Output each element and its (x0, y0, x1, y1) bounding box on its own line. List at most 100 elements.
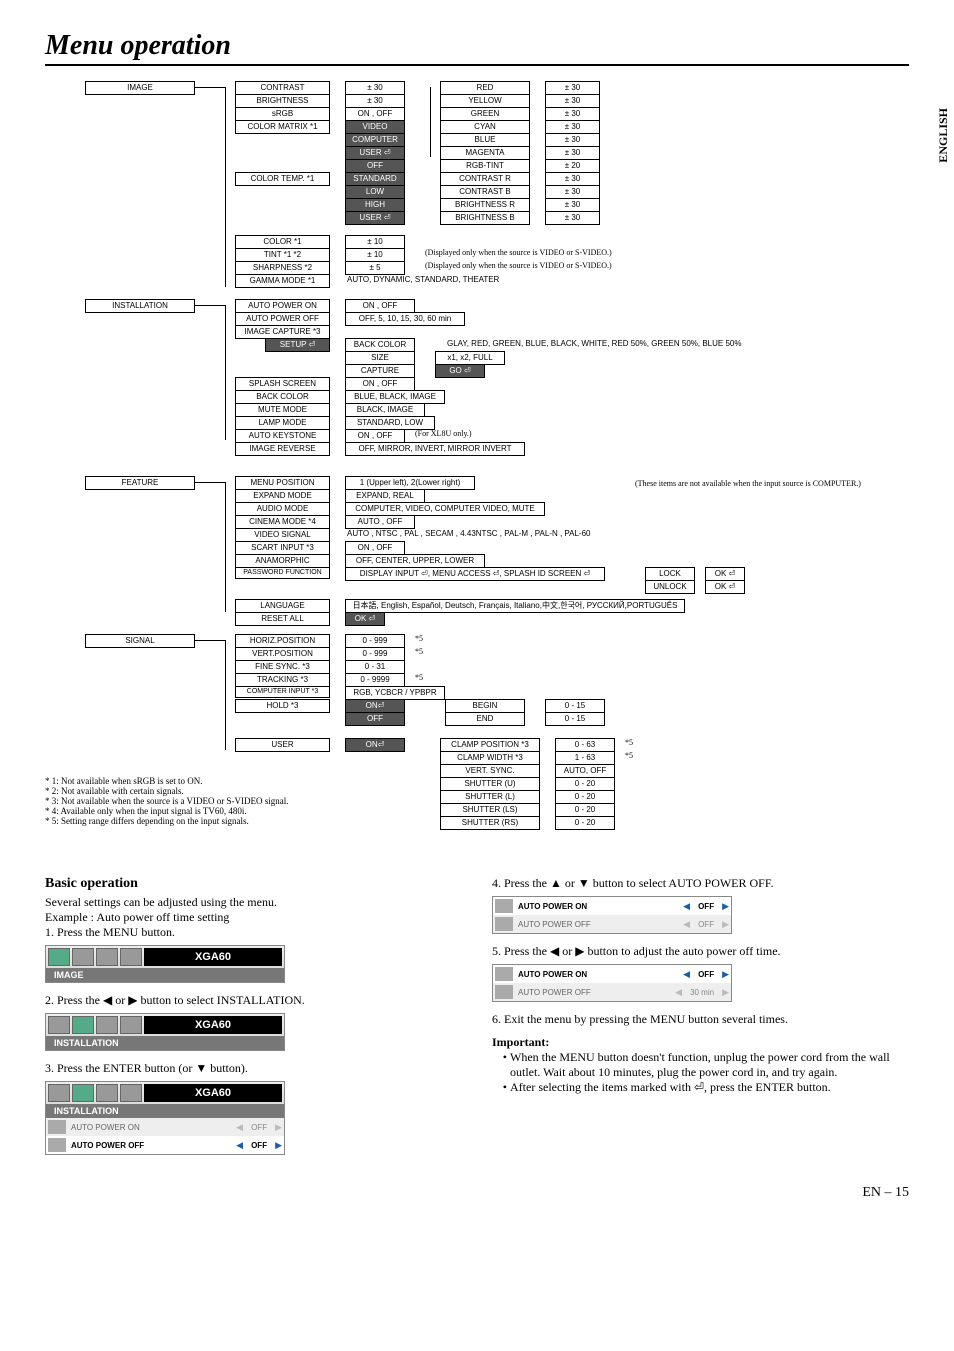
tree-item: BEGIN (445, 699, 525, 713)
tree-item: BACK COLOR (235, 390, 330, 404)
page-number: EN – 15 (45, 1185, 909, 1201)
tree-val: x1, x2, FULL (435, 351, 505, 365)
tree-val: ± 30 (545, 198, 600, 212)
tree-val: ± 30 (545, 211, 600, 225)
tree-item: AUTO POWER ON (235, 299, 330, 313)
tree-item: BLUE (440, 133, 530, 147)
tree-item: SETUP ⏎ (265, 338, 330, 352)
tree-item: USER (235, 738, 330, 752)
tree-val: ± 20 (545, 159, 600, 173)
menu-screenshot-5: AUTO POWER ON◀OFF▶ AUTO POWER OFF◀30 min… (492, 964, 732, 1002)
step2: 2. Press the ◀ or ▶ button to select INS… (45, 993, 462, 1008)
tree-val: LOW (345, 185, 405, 199)
tree-item: CLAMP POSITION *3 (440, 738, 540, 752)
star5: *5 (625, 751, 633, 760)
tree-val: OK ⏎ (345, 612, 385, 626)
tree-item: BACK COLOR (345, 338, 415, 352)
root-signal: SIGNAL (85, 634, 195, 648)
tree-item: HORIZ.POSITION (235, 634, 330, 648)
tree-val: OK ⏎ (705, 580, 745, 594)
tree-val: ± 30 (545, 81, 600, 95)
tree-val: 0 - 20 (555, 790, 615, 804)
language-tab: ENGLISH (933, 100, 954, 171)
tree-val: 1 - 63 (555, 751, 615, 765)
footnote: * 1: Not available when sRGB is set to O… (45, 776, 405, 786)
tree-item: IMAGE REVERSE (235, 442, 330, 456)
tree-val: OFF (345, 159, 405, 173)
star5: *5 (415, 673, 423, 682)
tree-item: VERT.POSITION (235, 647, 330, 661)
tree-item: LANGUAGE (235, 599, 330, 613)
tree-val: 0 - 999 (345, 647, 405, 661)
tree-val: ± 30 (345, 94, 405, 108)
tree-item: VIDEO SIGNAL (235, 528, 330, 542)
tree-val: RGB, YCBCR / YPBPR (345, 686, 445, 700)
tree-item: CLAMP WIDTH *3 (440, 751, 540, 765)
tree-val: GLAY, RED, GREEN, BLUE, BLACK, WHITE, RE… (445, 338, 743, 349)
star5: *5 (625, 738, 633, 747)
tree-val: COMPUTER, VIDEO, COMPUTER VIDEO, MUTE (345, 502, 545, 516)
tree-item: GAMMA MODE *1 (235, 274, 330, 288)
tree-val: 1 (Upper left), 2(Lower right) (345, 476, 475, 490)
tree-val: ± 30 (345, 81, 405, 95)
step4: 4. Press the ▲ or ▼ button to select AUT… (492, 876, 909, 891)
tree-val: ± 30 (545, 146, 600, 160)
step6: 6. Exit the menu by pressing the MENU bu… (492, 1012, 909, 1027)
tree-item: SPLASH SCREEN (235, 377, 330, 391)
tree-item: IMAGE CAPTURE *3 (235, 325, 330, 339)
tree-val: ON , OFF (345, 377, 415, 391)
tree-item: CONTRAST (235, 81, 330, 95)
tree-item: COLOR MATRIX *1 (235, 120, 330, 134)
tree-val: STANDARD (345, 172, 405, 186)
tree-val: BLACK, IMAGE (345, 403, 425, 417)
menu-tab: INSTALLATION (46, 1104, 284, 1118)
tree-item: CINEMA MODE *4 (235, 515, 330, 529)
tree-val: OFF, 5, 10, 15, 30, 60 min (345, 312, 465, 326)
tree-item: SHUTTER (LS) (440, 803, 540, 817)
tree-item: AUTO KEYSTONE (235, 429, 330, 443)
step3: 3. Press the ENTER button (or ▼ button). (45, 1061, 462, 1076)
tree-item: PASSWORD FUNCTION (235, 567, 330, 579)
footnote: * 4: Available only when the input signa… (45, 806, 405, 816)
tree-val: HIGH (345, 198, 405, 212)
step1: 1. Press the MENU button. (45, 925, 462, 940)
tree-item: CONTRAST R (440, 172, 530, 186)
video-note: (Displayed only when the source is VIDEO… (425, 248, 612, 257)
tree-item: SHUTTER (L) (440, 790, 540, 804)
tree-item: EXPAND MODE (235, 489, 330, 503)
menu-screenshot-3: XGA60 INSTALLATION AUTO POWER ON◀OFF▶ AU… (45, 1081, 285, 1155)
tree-val: ON , OFF (345, 107, 405, 121)
tree-item: CAPTURE (345, 364, 415, 378)
tree-val: BLUE, BLACK, IMAGE (345, 390, 445, 404)
video-note: (Displayed only when the source is VIDEO… (425, 261, 612, 270)
tree-item: HOLD *3 (235, 699, 330, 713)
tree-val: USER ⏎ (345, 211, 405, 225)
tree-val: OFF (345, 712, 405, 726)
tree-val: ON⏎ (345, 738, 405, 752)
tree-val: ON , OFF (345, 541, 405, 555)
tree-item: SHUTTER (RS) (440, 816, 540, 830)
important-head: Important: (492, 1035, 909, 1050)
tree-item: UNLOCK (645, 580, 695, 594)
tree-item: ANAMORPHIC (235, 554, 330, 568)
tree-item: YELLOW (440, 94, 530, 108)
tree-item: SIZE (345, 351, 415, 365)
tree-val: ± 5 (345, 261, 405, 275)
tree-item: BRIGHTNESS R (440, 198, 530, 212)
tree-val: 0 - 15 (545, 699, 605, 713)
basic-example: Example : Auto power off time setting (45, 910, 462, 925)
tree-val: 0 - 999 (345, 634, 405, 648)
basic-intro: Several settings can be adjusted using t… (45, 895, 462, 910)
tree-val: USER ⏎ (345, 146, 405, 160)
tree-item: SHUTTER (U) (440, 777, 540, 791)
tree-item: GREEN (440, 107, 530, 121)
tree-val: ON⏎ (345, 699, 405, 713)
tree-val: OK ⏎ (705, 567, 745, 581)
tree-item: CYAN (440, 120, 530, 134)
footnote: * 3: Not available when the source is a … (45, 796, 405, 806)
tree-item: COLOR TEMP. *1 (235, 172, 330, 186)
tree-val: AUTO, OFF (555, 764, 615, 778)
tree-val: 0 - 20 (555, 777, 615, 791)
tree-val: ± 30 (545, 94, 600, 108)
root-installation: INSTALLATION (85, 299, 195, 313)
